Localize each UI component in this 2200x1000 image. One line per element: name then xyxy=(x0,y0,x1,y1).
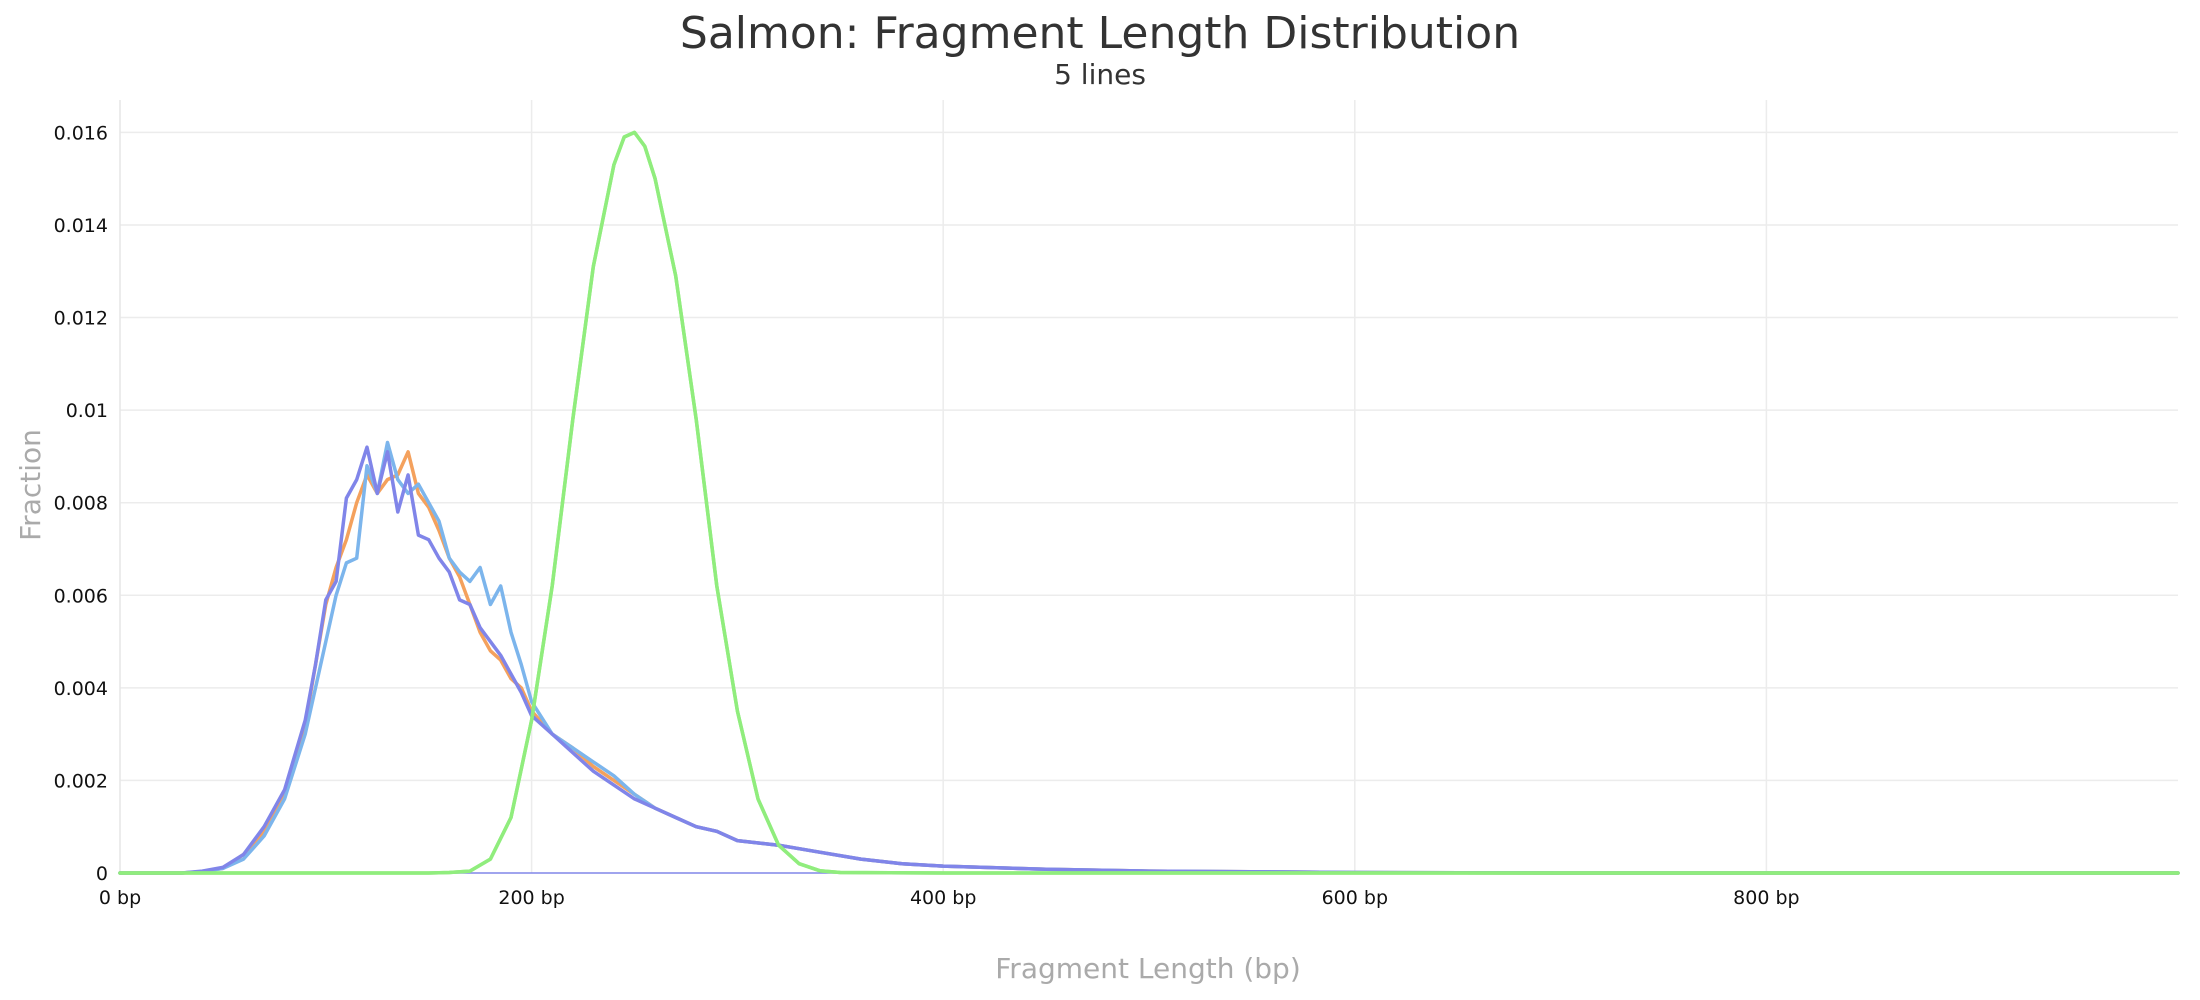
grid xyxy=(120,100,2178,873)
series-group xyxy=(118,130,2180,875)
x-axis-title: Fragment Length (bp) xyxy=(995,952,1301,985)
y-tick-label: 0.004 xyxy=(54,678,108,700)
y-tick-label: 0.01 xyxy=(66,400,108,422)
y-tick-label: 0.002 xyxy=(54,770,108,792)
x-tick-label: 400 bp xyxy=(910,887,976,909)
y-tick-label: 0 xyxy=(96,863,108,885)
series-line-5[interactable] xyxy=(118,130,2180,875)
x-tick-label: 600 bp xyxy=(1322,887,1388,909)
x-tick-label: 800 bp xyxy=(1733,887,1799,909)
axes: 0 0.002 0.004 0.006 0.008 0.01 0.012 0.014 0.016… xyxy=(54,100,2178,909)
y-tick-label: 0.008 xyxy=(54,493,108,515)
chart-subtitle: 5 lines xyxy=(1054,58,1146,91)
x-tick-label: 200 bp xyxy=(498,887,564,909)
y-tick-label: 0.006 xyxy=(54,585,108,607)
series-line-3[interactable] xyxy=(118,445,2180,875)
series-line-1[interactable] xyxy=(118,450,2180,875)
x-tick-label: 0 bp xyxy=(99,887,141,909)
y-tick-label: 0.012 xyxy=(54,308,108,330)
y-axis-title: Fraction xyxy=(14,429,47,541)
y-tick-label: 0.014 xyxy=(54,215,108,237)
chart-title: Salmon: Fragment Length Distribution xyxy=(679,8,1521,59)
y-tick-label: 0.016 xyxy=(54,122,108,144)
